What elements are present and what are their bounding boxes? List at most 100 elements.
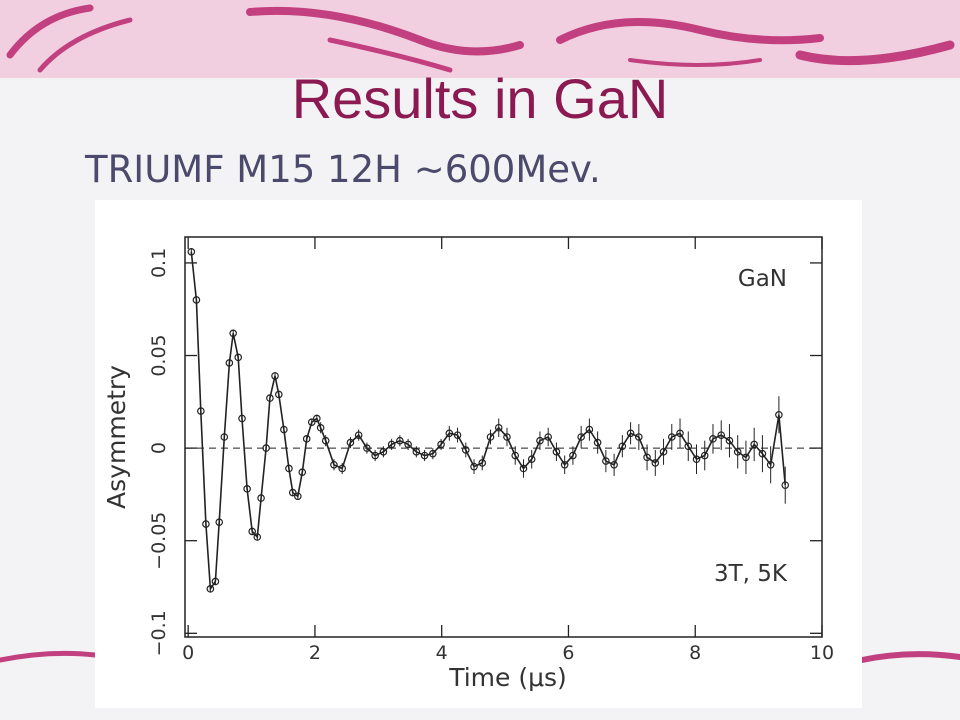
data-point — [742, 453, 750, 462]
data-point — [302, 435, 311, 443]
data-point — [667, 433, 676, 441]
data-point — [294, 492, 302, 501]
y-tick-label: −0.05 — [148, 512, 170, 570]
data-point — [552, 448, 561, 456]
data-point — [187, 248, 196, 256]
data-point — [758, 449, 767, 458]
y-tick-label: 0.1 — [148, 248, 170, 278]
data-point — [511, 451, 520, 460]
data-point — [626, 429, 635, 438]
data-point — [234, 353, 243, 362]
data-point — [618, 442, 627, 451]
data-point — [602, 457, 610, 465]
x-tick-label: 8 — [689, 642, 701, 664]
data-point — [387, 440, 396, 449]
data-point — [536, 436, 544, 445]
data-point — [494, 423, 503, 432]
data-point — [453, 431, 462, 439]
data-point — [253, 533, 262, 541]
data-point — [257, 494, 265, 502]
data-point — [266, 394, 274, 402]
data-point — [692, 455, 701, 464]
data-point — [775, 410, 783, 419]
data-point — [478, 459, 487, 467]
y-axis-label: Asymmetry — [102, 365, 131, 509]
data-point — [659, 448, 668, 456]
plot-frame — [184, 236, 823, 638]
data-point — [215, 518, 224, 526]
data-point — [486, 433, 495, 441]
data-point — [544, 433, 552, 441]
data-point — [684, 442, 693, 451]
data-point — [577, 433, 585, 441]
data-point — [379, 448, 388, 456]
data-point — [635, 433, 643, 441]
data-point — [676, 429, 684, 438]
data-point — [330, 460, 338, 469]
x-axis-label: Time (μs) — [448, 663, 567, 692]
data-point — [285, 464, 293, 473]
data-point — [316, 423, 325, 432]
x-tick-label: 6 — [562, 642, 574, 664]
brush-strokes — [0, 4, 960, 663]
annotation: 3T, 5K — [714, 561, 788, 587]
data-point — [437, 440, 445, 449]
x-tick-label: 2 — [309, 642, 321, 664]
data-point — [192, 296, 201, 304]
data-point — [197, 407, 205, 415]
data-point — [733, 448, 742, 456]
data-point — [610, 460, 618, 469]
data-point — [225, 359, 234, 367]
chart: Asymmetry Time (μs) GaN 3T, 5K −0.1 −0.05… — [95, 200, 862, 708]
data-point — [354, 431, 363, 439]
y-tick-label: 0.05 — [148, 334, 170, 376]
data-point — [321, 436, 330, 445]
data-point — [429, 449, 437, 458]
data-point — [248, 527, 256, 536]
x-tick-label: 4 — [436, 642, 448, 664]
data-point — [363, 444, 371, 452]
data-point — [243, 485, 251, 493]
data-point — [338, 464, 346, 473]
data-point — [271, 372, 279, 380]
data-point — [470, 462, 478, 471]
data-point — [527, 455, 536, 464]
data-point — [262, 444, 270, 452]
data-point — [643, 453, 651, 462]
data-point — [412, 448, 421, 456]
y-tick-label: 0 — [148, 442, 170, 454]
data-point — [404, 440, 412, 449]
data-point — [202, 520, 210, 528]
data-point — [503, 433, 511, 441]
data-point — [766, 460, 775, 469]
data-point — [307, 418, 316, 426]
data-point — [750, 440, 758, 449]
data-point — [725, 436, 734, 445]
data-point — [519, 464, 528, 473]
data-point — [593, 438, 602, 447]
slide-title: Results in GaN — [291, 67, 669, 130]
x-tick-label: 0 — [182, 642, 194, 664]
data-point — [346, 438, 355, 447]
data-point — [280, 425, 288, 434]
data-point — [560, 460, 569, 469]
data-point — [206, 585, 215, 593]
data-point — [585, 425, 594, 434]
slide-subtitle: TRIUMF M15 12H ~600Mev. — [85, 148, 601, 191]
data-point — [569, 451, 577, 460]
data-point — [371, 451, 379, 460]
data-point — [396, 436, 404, 445]
data-point — [445, 429, 454, 438]
data-point — [781, 481, 790, 489]
data-point — [709, 435, 717, 443]
x-tick-label: 10 — [810, 642, 834, 664]
data-point — [313, 414, 321, 423]
y-tick-label: −0.1 — [148, 610, 170, 656]
data-point — [275, 390, 283, 399]
data-point — [700, 451, 709, 460]
data-point — [461, 446, 470, 454]
data-point — [211, 577, 220, 586]
data-point — [288, 488, 297, 497]
